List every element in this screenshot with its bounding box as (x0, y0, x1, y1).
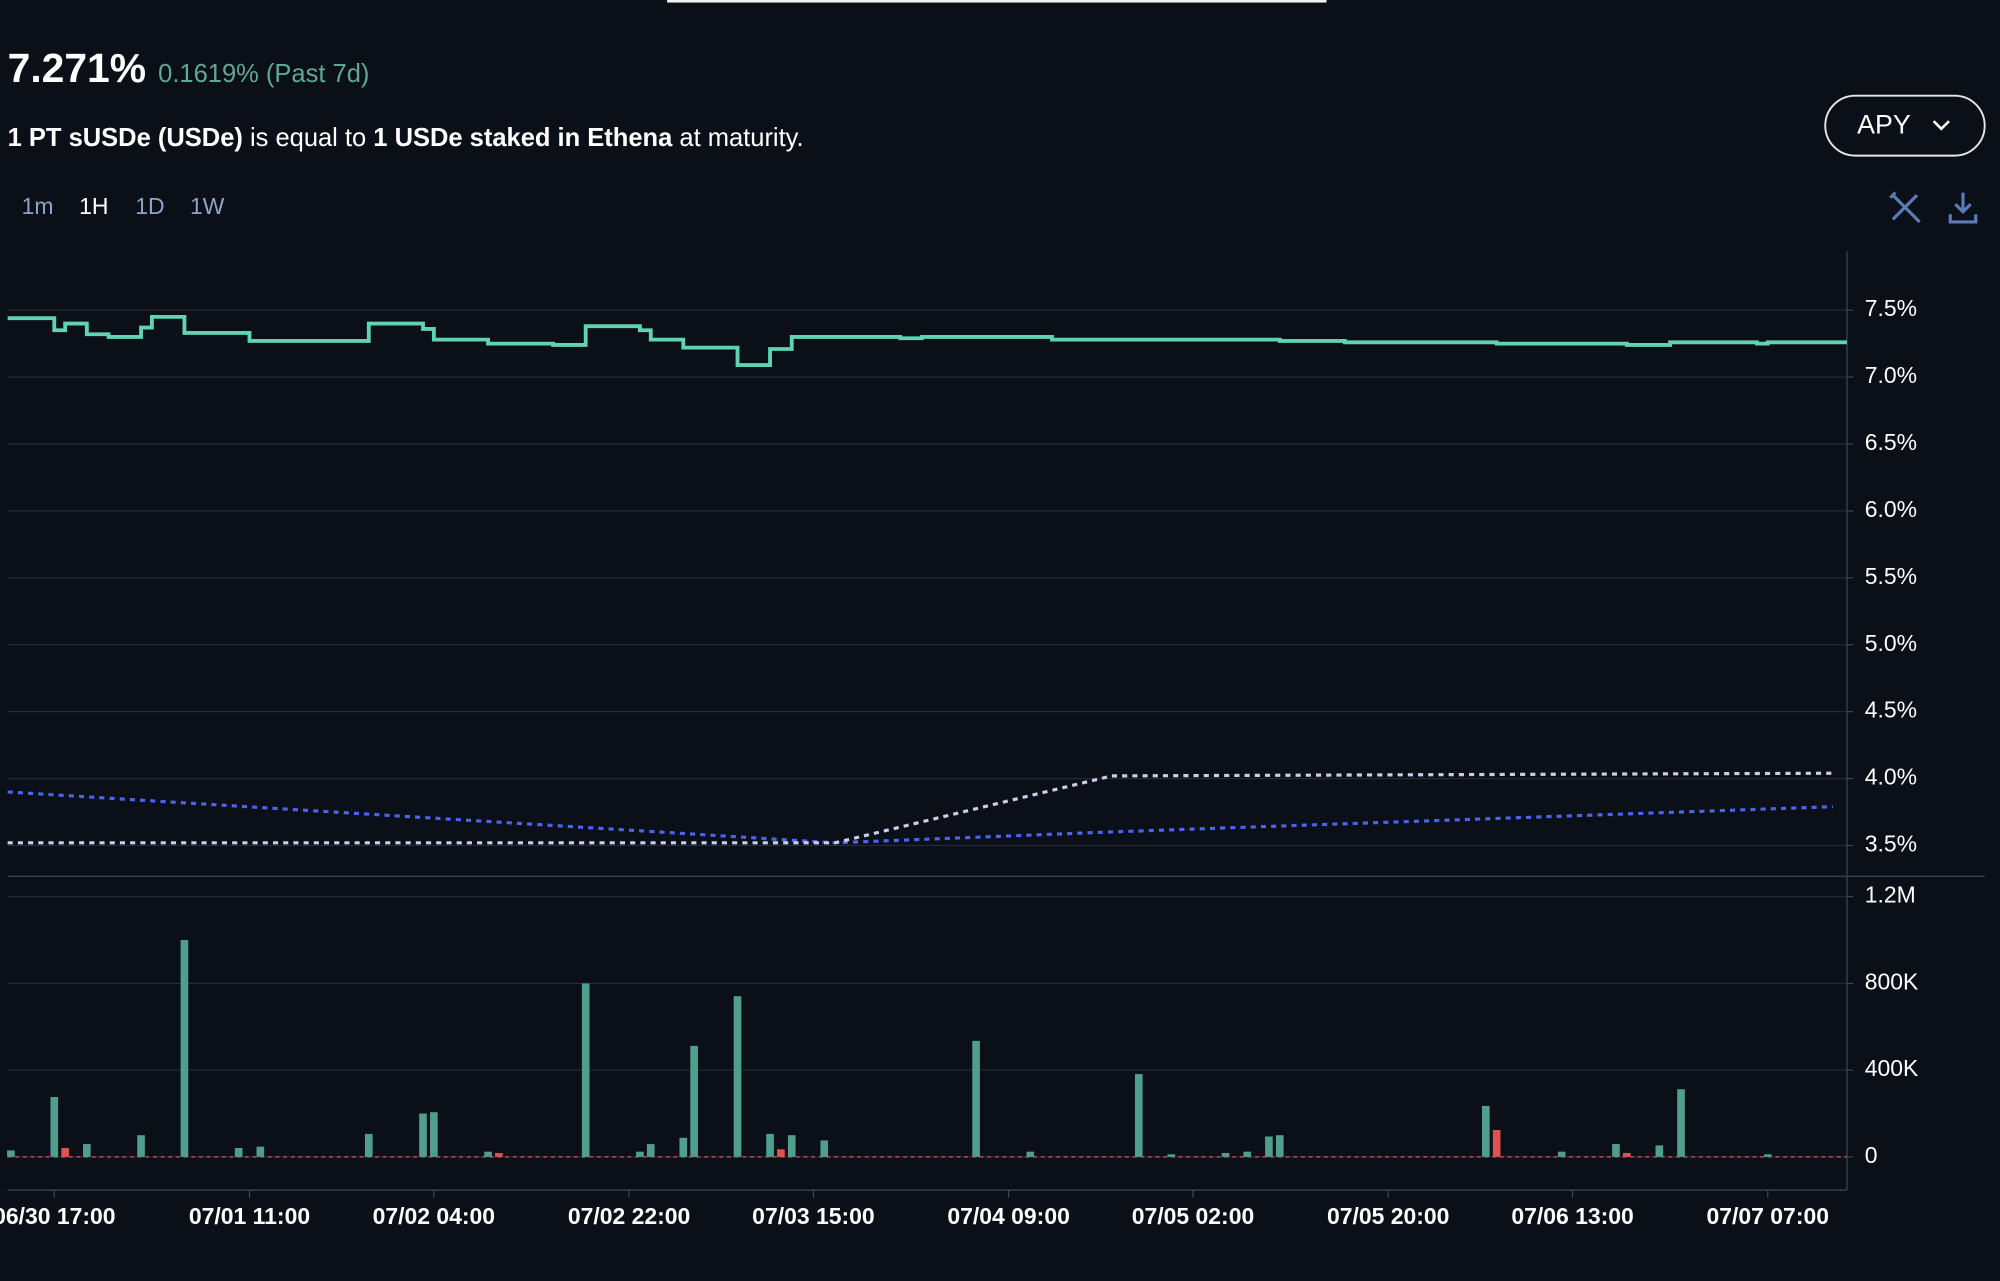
y-tick-label: 1.2M (1865, 882, 1916, 908)
volume-bar (7, 1150, 15, 1157)
y-tick-label: 400K (1865, 1055, 1919, 1081)
x-tick-label: 07/01 11:00 (189, 1203, 310, 1229)
x-tick-label: 07/05 20:00 (1327, 1203, 1449, 1229)
volume-bar (430, 1112, 438, 1157)
x-tick-label: 07/02 22:00 (568, 1203, 690, 1229)
volume-bar (419, 1113, 427, 1157)
volume-bar (484, 1151, 492, 1157)
timeframe[interactable]: 1m (22, 193, 54, 219)
volume-bar (1655, 1145, 1664, 1157)
x-tick-label: 07/02 04:00 (373, 1203, 495, 1229)
y-tick-label: 5.5% (1865, 563, 1917, 589)
volume-bar (1275, 1135, 1284, 1157)
tools-icon[interactable] (1889, 191, 1921, 224)
volume-bar (1221, 1152, 1230, 1157)
timeframe[interactable]: 1W (190, 193, 225, 219)
x-tick-label: 06/30 17:00 (0, 1203, 116, 1229)
dropdown-border (1824, 94, 1986, 157)
volume-bar (777, 1149, 785, 1157)
series-line (7, 790, 1833, 845)
volume-bar (1763, 1154, 1772, 1157)
series-line (7, 771, 1833, 845)
description-bold: 1 USDe staked in Ethena (373, 124, 673, 152)
y-tick-label: 6.5% (1865, 429, 1917, 455)
volume-bar (690, 1045, 698, 1157)
x-tick-label: 07/07 07:00 (1707, 1203, 1829, 1229)
x-tick-label: 07/05 02:00 (1132, 1203, 1254, 1229)
volume-bar (1026, 1151, 1035, 1157)
volume-bar (820, 1140, 829, 1157)
y-tick-label: 4.0% (1865, 764, 1917, 790)
x-tick-label: 07/03 15:00 (752, 1203, 874, 1229)
volume-bar (82, 1144, 91, 1157)
volume-bar (646, 1144, 655, 1157)
volume-bar (636, 1151, 644, 1157)
volume-bar (1557, 1151, 1566, 1157)
volume-bar (1492, 1129, 1501, 1157)
y-tick-label: 3.5% (1865, 831, 1917, 857)
volume-bar (61, 1147, 69, 1157)
y-tick-label: 7.0% (1865, 362, 1917, 388)
y-tick-label: 800K (1865, 968, 1919, 994)
description-bold: 1 PT sUSDe (USDe) (8, 124, 243, 152)
x-tick-label: 07/06 13:00 (1511, 1203, 1633, 1229)
volume-bar (364, 1133, 373, 1157)
volume-bar (180, 940, 189, 1157)
volume-bar (1243, 1151, 1252, 1157)
volume-bar (733, 996, 742, 1157)
volume-bar (1167, 1154, 1176, 1157)
volume-bar (137, 1135, 145, 1157)
volume-bar (256, 1146, 265, 1157)
volume-bar (972, 1040, 980, 1157)
volume-bar (1134, 1074, 1143, 1157)
volume-bar (1481, 1105, 1490, 1157)
current-value: 7.271% (8, 45, 146, 91)
y-tick-label: 4.5% (1865, 697, 1917, 723)
volume-bar (1622, 1152, 1631, 1157)
top-bar (667, 0, 1327, 3)
timeframe[interactable]: 1D (135, 193, 164, 219)
description-text: is equal to (243, 124, 373, 152)
volume-bar (234, 1147, 243, 1157)
description-text: at maturity. (672, 124, 803, 152)
volume-bar (679, 1137, 688, 1157)
dropdown-label: APY (1857, 109, 1911, 139)
volume-bar (1612, 1144, 1620, 1157)
dropdown[interactable]: APY (1824, 94, 1986, 157)
description: 1 PT sUSDe (USDe) is equal to 1 USDe sta… (8, 124, 804, 152)
y-tick-label: 6.0% (1865, 496, 1917, 522)
y-tick-label: 5.0% (1865, 630, 1917, 656)
volume-bar (581, 983, 590, 1157)
volume-bar (495, 1152, 503, 1157)
volume-bar (50, 1097, 59, 1157)
chevron (1932, 120, 1950, 131)
download-icon[interactable] (1948, 192, 1978, 224)
volume-bar (1265, 1136, 1273, 1157)
volume-bar (1677, 1089, 1685, 1157)
change: 0.1619% (Past 7d) (158, 60, 369, 88)
timeframe[interactable]: 1H (79, 193, 108, 219)
volume-bar (787, 1135, 796, 1157)
y-tick-label: 0 (1865, 1142, 1878, 1168)
x-tick-label: 07/04 09:00 (947, 1203, 1069, 1229)
volume-bar (766, 1133, 774, 1157)
series-line (7, 314, 1847, 367)
y-tick-label: 7.5% (1865, 295, 1917, 321)
